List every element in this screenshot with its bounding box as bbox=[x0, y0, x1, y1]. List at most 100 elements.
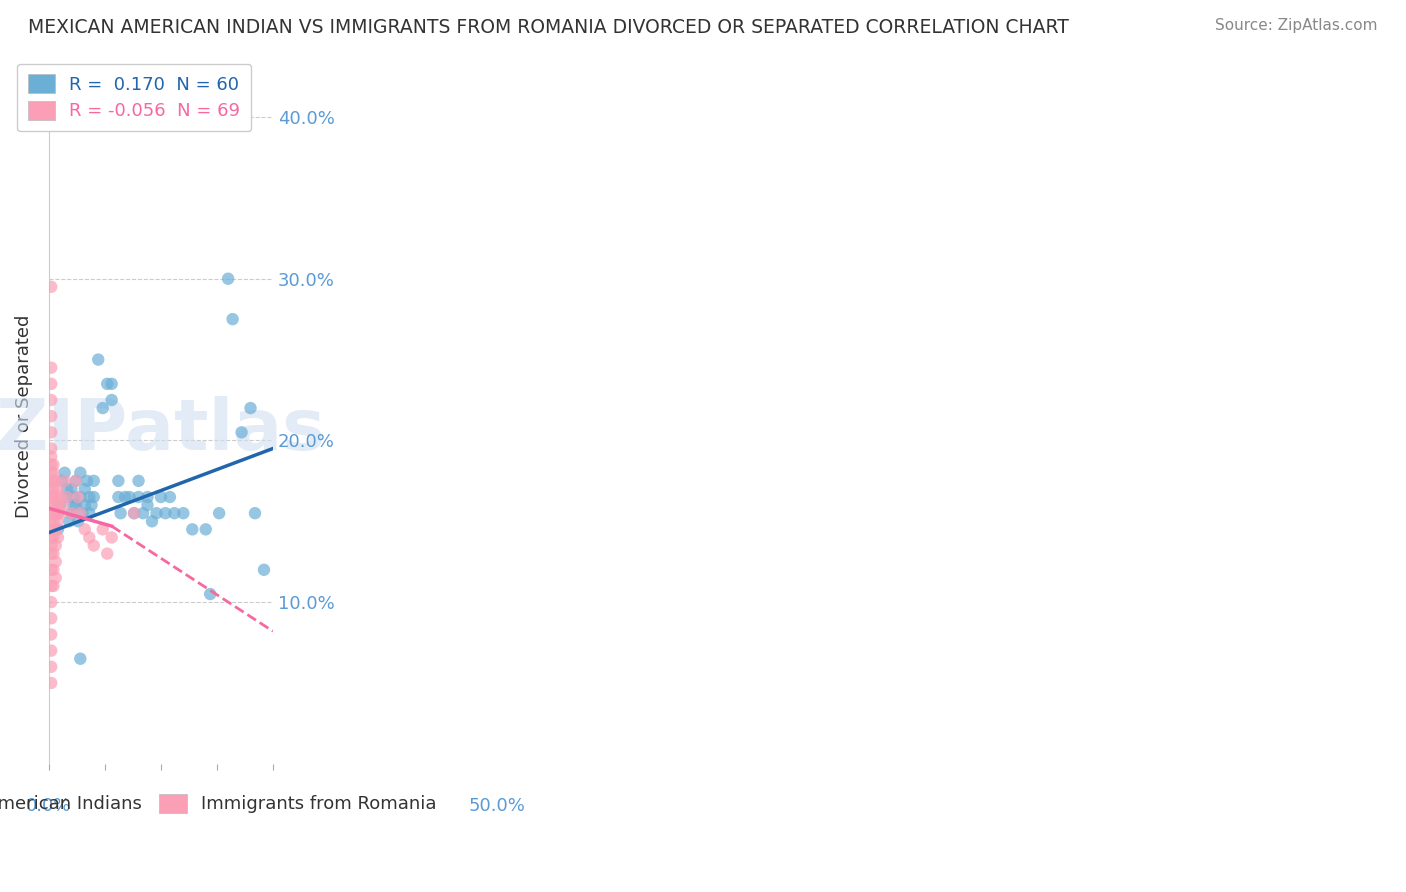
Point bbox=[42, 514, 65, 528]
Point bbox=[39, 425, 62, 440]
Point bbox=[79, 490, 101, 504]
Point bbox=[62, 498, 84, 512]
Point bbox=[49, 506, 72, 520]
Point bbox=[100, 392, 122, 407]
Point bbox=[45, 506, 67, 520]
Point bbox=[100, 531, 122, 545]
Point bbox=[136, 498, 159, 512]
Point bbox=[53, 474, 76, 488]
Point bbox=[39, 450, 62, 464]
Point bbox=[194, 522, 217, 536]
Point bbox=[243, 506, 266, 520]
Point bbox=[39, 442, 62, 456]
Point bbox=[60, 506, 83, 520]
Point bbox=[46, 506, 69, 520]
Point bbox=[56, 490, 79, 504]
Point bbox=[128, 474, 150, 488]
Point bbox=[239, 401, 262, 415]
Point bbox=[39, 579, 62, 593]
Point bbox=[42, 506, 65, 520]
Point bbox=[136, 490, 159, 504]
Point bbox=[69, 506, 91, 520]
Point bbox=[141, 514, 163, 528]
Point bbox=[39, 466, 62, 480]
Point bbox=[107, 474, 129, 488]
Text: ZIPatlas: ZIPatlas bbox=[0, 395, 326, 465]
Point bbox=[73, 522, 96, 536]
Point bbox=[65, 474, 87, 488]
Point bbox=[39, 392, 62, 407]
Point bbox=[91, 401, 114, 415]
Point bbox=[45, 522, 67, 536]
Point bbox=[69, 490, 91, 504]
Point bbox=[58, 514, 80, 528]
Point bbox=[39, 506, 62, 520]
Point bbox=[49, 490, 72, 504]
Point bbox=[42, 474, 65, 488]
Point bbox=[39, 376, 62, 391]
Point bbox=[73, 482, 96, 496]
Point bbox=[83, 474, 105, 488]
Point bbox=[39, 360, 62, 375]
Text: Source: ZipAtlas.com: Source: ZipAtlas.com bbox=[1215, 18, 1378, 33]
Point bbox=[231, 425, 253, 440]
Legend: Mexican American Indians, Immigrants from Romania: Mexican American Indians, Immigrants fro… bbox=[0, 783, 447, 824]
Text: 0.0%: 0.0% bbox=[27, 797, 72, 815]
Point bbox=[42, 579, 65, 593]
Point bbox=[42, 458, 65, 472]
Point bbox=[60, 482, 83, 496]
Point bbox=[163, 506, 186, 520]
Point bbox=[253, 563, 276, 577]
Point bbox=[79, 531, 101, 545]
Point bbox=[39, 490, 62, 504]
Point bbox=[69, 466, 91, 480]
Point bbox=[172, 506, 194, 520]
Point bbox=[80, 498, 103, 512]
Point bbox=[39, 409, 62, 424]
Point bbox=[51, 474, 73, 488]
Point bbox=[65, 474, 87, 488]
Y-axis label: Divorced or Separated: Divorced or Separated bbox=[15, 315, 32, 518]
Point bbox=[100, 376, 122, 391]
Point bbox=[181, 522, 204, 536]
Point bbox=[87, 352, 110, 367]
Point bbox=[159, 490, 181, 504]
Point bbox=[39, 611, 62, 625]
Point bbox=[96, 547, 118, 561]
Point bbox=[56, 490, 79, 504]
Point bbox=[39, 595, 62, 609]
Point bbox=[42, 531, 65, 545]
Point bbox=[149, 490, 172, 504]
Point bbox=[200, 587, 222, 601]
Point bbox=[49, 498, 72, 512]
Point bbox=[39, 643, 62, 657]
Point bbox=[60, 506, 83, 520]
Point bbox=[145, 506, 167, 520]
Point bbox=[107, 490, 129, 504]
Point bbox=[39, 458, 62, 472]
Point bbox=[42, 482, 65, 496]
Point bbox=[39, 498, 62, 512]
Point bbox=[132, 506, 155, 520]
Point bbox=[46, 482, 69, 496]
Point bbox=[83, 539, 105, 553]
Point bbox=[39, 482, 62, 496]
Point bbox=[46, 498, 69, 512]
Point bbox=[39, 676, 62, 690]
Point bbox=[155, 506, 177, 520]
Point bbox=[79, 506, 101, 520]
Point bbox=[53, 466, 76, 480]
Point bbox=[39, 627, 62, 641]
Text: MEXICAN AMERICAN INDIAN VS IMMIGRANTS FROM ROMANIA DIVORCED OR SEPARATED CORRELA: MEXICAN AMERICAN INDIAN VS IMMIGRANTS FR… bbox=[28, 18, 1069, 37]
Point bbox=[118, 490, 141, 504]
Point bbox=[39, 280, 62, 294]
Point bbox=[96, 376, 118, 391]
Point bbox=[91, 522, 114, 536]
Point bbox=[122, 506, 145, 520]
Text: 50.0%: 50.0% bbox=[468, 797, 526, 815]
Point bbox=[39, 531, 62, 545]
Point bbox=[114, 490, 136, 504]
Point bbox=[83, 490, 105, 504]
Point bbox=[62, 490, 84, 504]
Point bbox=[45, 571, 67, 585]
